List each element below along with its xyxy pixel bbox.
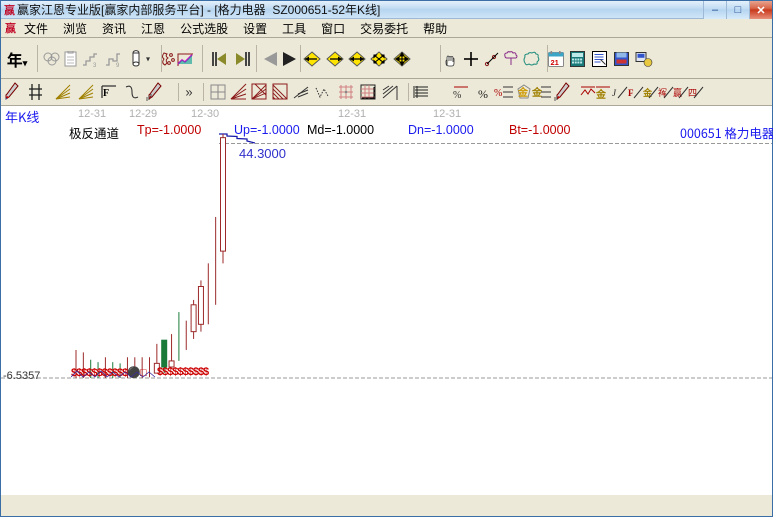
svg-text:金: 金 bbox=[643, 87, 653, 98]
svg-text:9: 9 bbox=[116, 63, 120, 67]
svg-text:J: J bbox=[612, 88, 617, 98]
svg-text:%: % bbox=[478, 87, 488, 99]
svg-text:%: % bbox=[453, 90, 461, 100]
svg-text:裈: 裈 bbox=[658, 86, 667, 99]
svg-text:四: 四 bbox=[688, 86, 697, 99]
svg-text:%: % bbox=[494, 88, 502, 99]
svg-text:44.3000: 44.3000 bbox=[239, 146, 286, 161]
svg-text:F: F bbox=[103, 88, 109, 99]
svg-text:金: 金 bbox=[517, 86, 529, 99]
svg-text:金: 金 bbox=[595, 88, 607, 99]
svg-text:21: 21 bbox=[551, 58, 559, 67]
svg-text:赢: 赢 bbox=[673, 86, 682, 99]
svg-text:3: 3 bbox=[93, 63, 97, 67]
svg-text:F: F bbox=[628, 88, 634, 98]
